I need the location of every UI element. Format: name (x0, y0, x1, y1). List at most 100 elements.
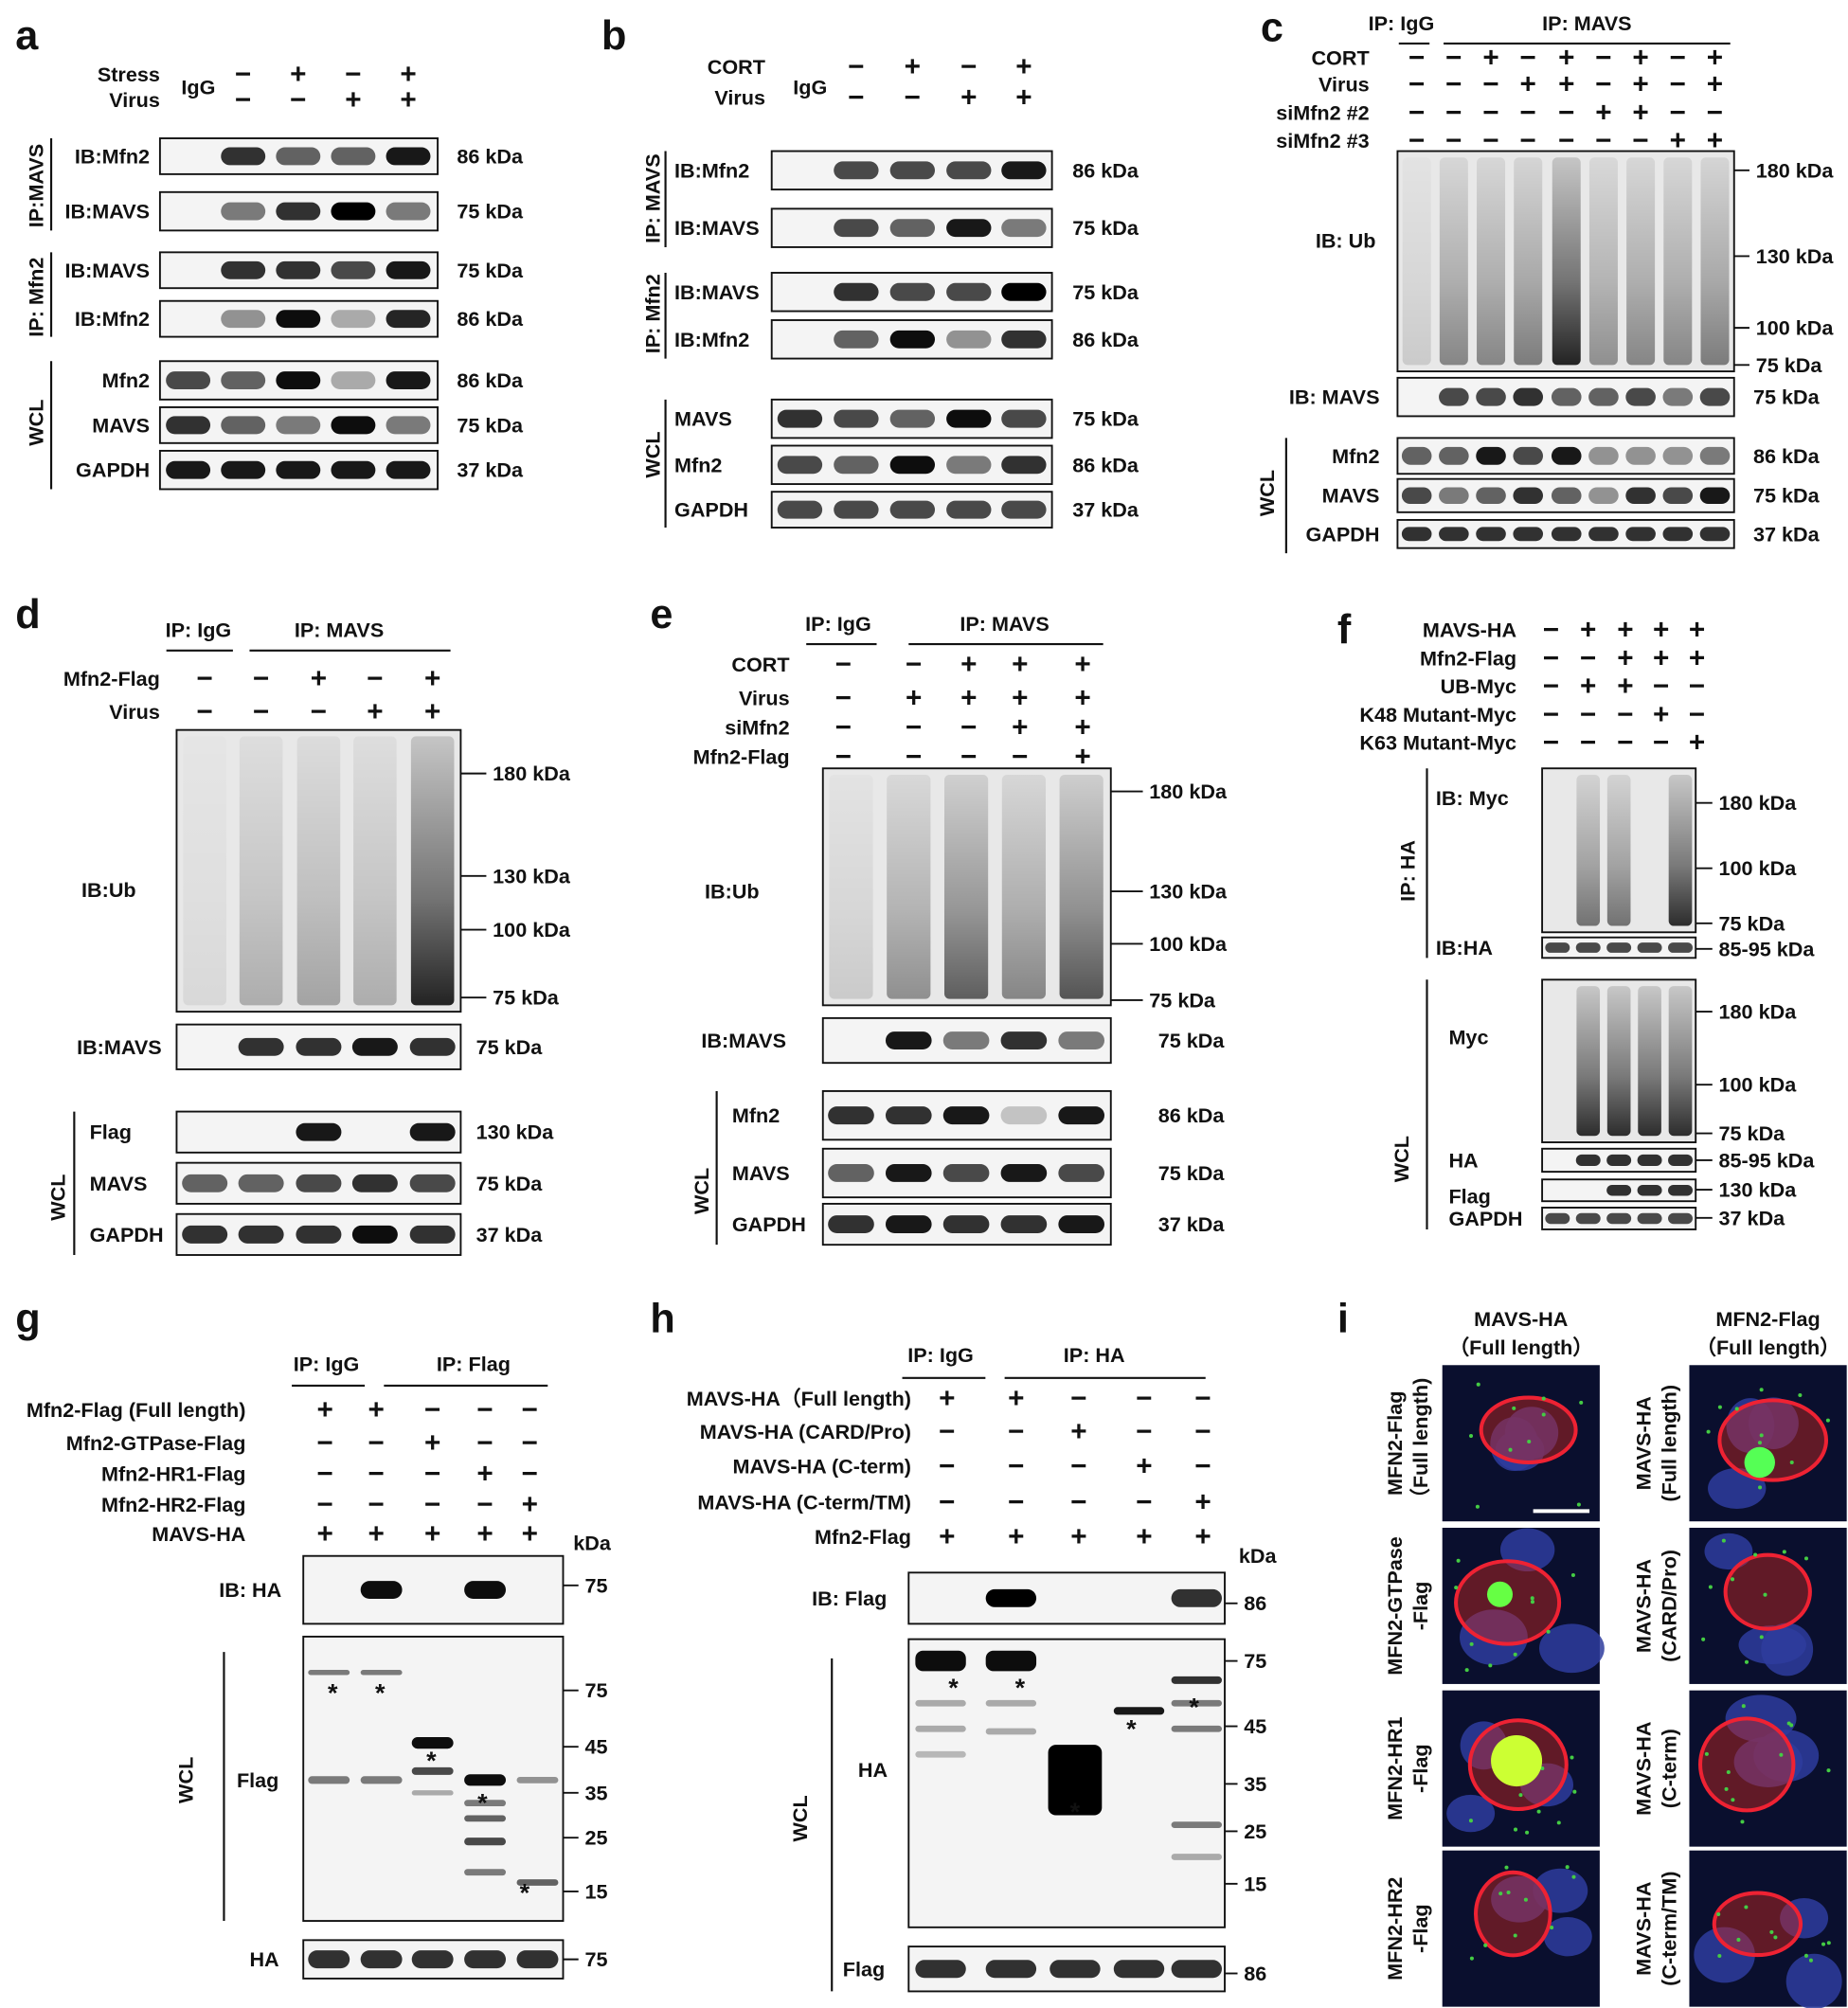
condition-sign: + (1632, 42, 1648, 73)
condition-sign: − (1482, 69, 1498, 100)
condition-label: Virus (739, 686, 790, 709)
condition-sign: − (235, 84, 251, 116)
blot (907, 1571, 1226, 1625)
row-label: MAVS-HA (1631, 1881, 1655, 1976)
asterisk: * (520, 1878, 530, 1907)
smear (1514, 157, 1543, 366)
row-label: MAVS-HA (1631, 1396, 1655, 1491)
condition-sign: − (1070, 1383, 1086, 1414)
blot-label: IB:Mfn2 (674, 158, 749, 182)
band (464, 1838, 507, 1846)
condition-sign: + (1194, 1521, 1211, 1552)
green-dot (1758, 1485, 1763, 1490)
band (331, 147, 376, 166)
green-dot (1456, 1558, 1461, 1563)
green-dot (1744, 1905, 1749, 1909)
band (1606, 1154, 1632, 1167)
band (1439, 527, 1469, 542)
condition-label: Stress (98, 63, 160, 86)
size-marker: 180 kDa (493, 762, 571, 785)
smear (1001, 774, 1046, 999)
group-header: IgG (181, 75, 215, 99)
band (1113, 1707, 1165, 1715)
size-marker: 75 kDa (457, 200, 524, 224)
band (1637, 942, 1662, 953)
green-dot (1826, 1768, 1831, 1773)
size-marker: 86 kDa (1753, 444, 1821, 468)
condition-sign: − (1520, 125, 1536, 156)
smear (353, 736, 397, 1006)
column-subtitle: （Full length） (1695, 1336, 1839, 1359)
green-dot (1782, 1550, 1786, 1554)
band (1637, 1184, 1662, 1196)
condition-sign: − (848, 51, 864, 82)
band (296, 1225, 342, 1244)
band (889, 456, 936, 475)
group-header: IP: IgG (166, 619, 232, 642)
green-signal (1744, 1446, 1775, 1479)
band (885, 1031, 932, 1049)
blot-label: IB:MAVS (64, 259, 150, 282)
band (1050, 1960, 1101, 1979)
blot-label: IB:Mfn2 (674, 328, 749, 351)
band (166, 416, 211, 435)
condition-sign: + (1707, 125, 1723, 156)
band (1699, 387, 1731, 406)
size-marker: 86 (1244, 1591, 1266, 1615)
group-side-label: WCL (1390, 1136, 1413, 1182)
group-side-label: IP: Mfn2 (24, 258, 47, 337)
band (828, 1215, 874, 1234)
condition-sign: − (1008, 1416, 1024, 1447)
condition-sign: − (1670, 42, 1686, 73)
group-header: IP: IgG (1369, 11, 1435, 35)
condition-sign: + (317, 1394, 333, 1425)
row-label: （Full length) (1408, 1378, 1432, 1509)
column-subtitle: （Full length） (1449, 1336, 1593, 1359)
blot-label: IB:Mfn2 (75, 144, 150, 168)
band (834, 161, 879, 180)
green-dot (1741, 1704, 1746, 1709)
green-dot (1536, 1809, 1541, 1814)
band (1000, 1031, 1048, 1049)
band (1606, 1212, 1632, 1225)
band (889, 219, 936, 238)
condition-sign: + (424, 663, 440, 694)
row-label: -Flag (1408, 1582, 1432, 1631)
green-dot (1464, 1668, 1469, 1673)
smear (1059, 774, 1103, 999)
condition-sign: + (960, 649, 977, 680)
band (1625, 387, 1656, 406)
condition-sign: − (1008, 1486, 1024, 1517)
band (331, 371, 376, 390)
blot-label: IB:MAVS (674, 216, 760, 240)
size-marker: 130 kDa (1149, 880, 1228, 904)
band (1171, 1821, 1222, 1829)
band (1588, 527, 1619, 542)
blot-label: GAPDH (90, 1223, 164, 1246)
size-marker: 37 kDa (457, 458, 524, 482)
row-label: (C-term/TM) (1657, 1872, 1680, 1986)
smear (239, 736, 283, 1006)
condition-sign: − (1653, 671, 1669, 702)
condition-label: MAVS-HA (1423, 619, 1517, 642)
size-marker: 86 (1244, 1962, 1266, 1985)
row-label: MFN2-Flag (1383, 1391, 1407, 1496)
green-signal (1486, 1581, 1514, 1607)
band (777, 500, 823, 519)
band (238, 1037, 284, 1056)
condition-sign: − (1653, 727, 1669, 759)
band (221, 460, 266, 479)
row-label: -Flag (1408, 1904, 1432, 1953)
condition-sign: + (1632, 69, 1648, 100)
band (386, 371, 431, 390)
band (1662, 527, 1694, 542)
group-header: IP: IgG (907, 1343, 974, 1367)
condition-sign: − (424, 1489, 440, 1520)
size-marker: 75 kDa (1072, 216, 1139, 240)
smear (1576, 774, 1601, 926)
size-marker: 45 (584, 1735, 607, 1759)
condition-sign: − (476, 1427, 493, 1459)
size-marker: 130 kDa (476, 1121, 555, 1144)
size-marker: 37 kDa (1072, 498, 1139, 522)
blot-label: IB: MAVS (1289, 385, 1380, 409)
